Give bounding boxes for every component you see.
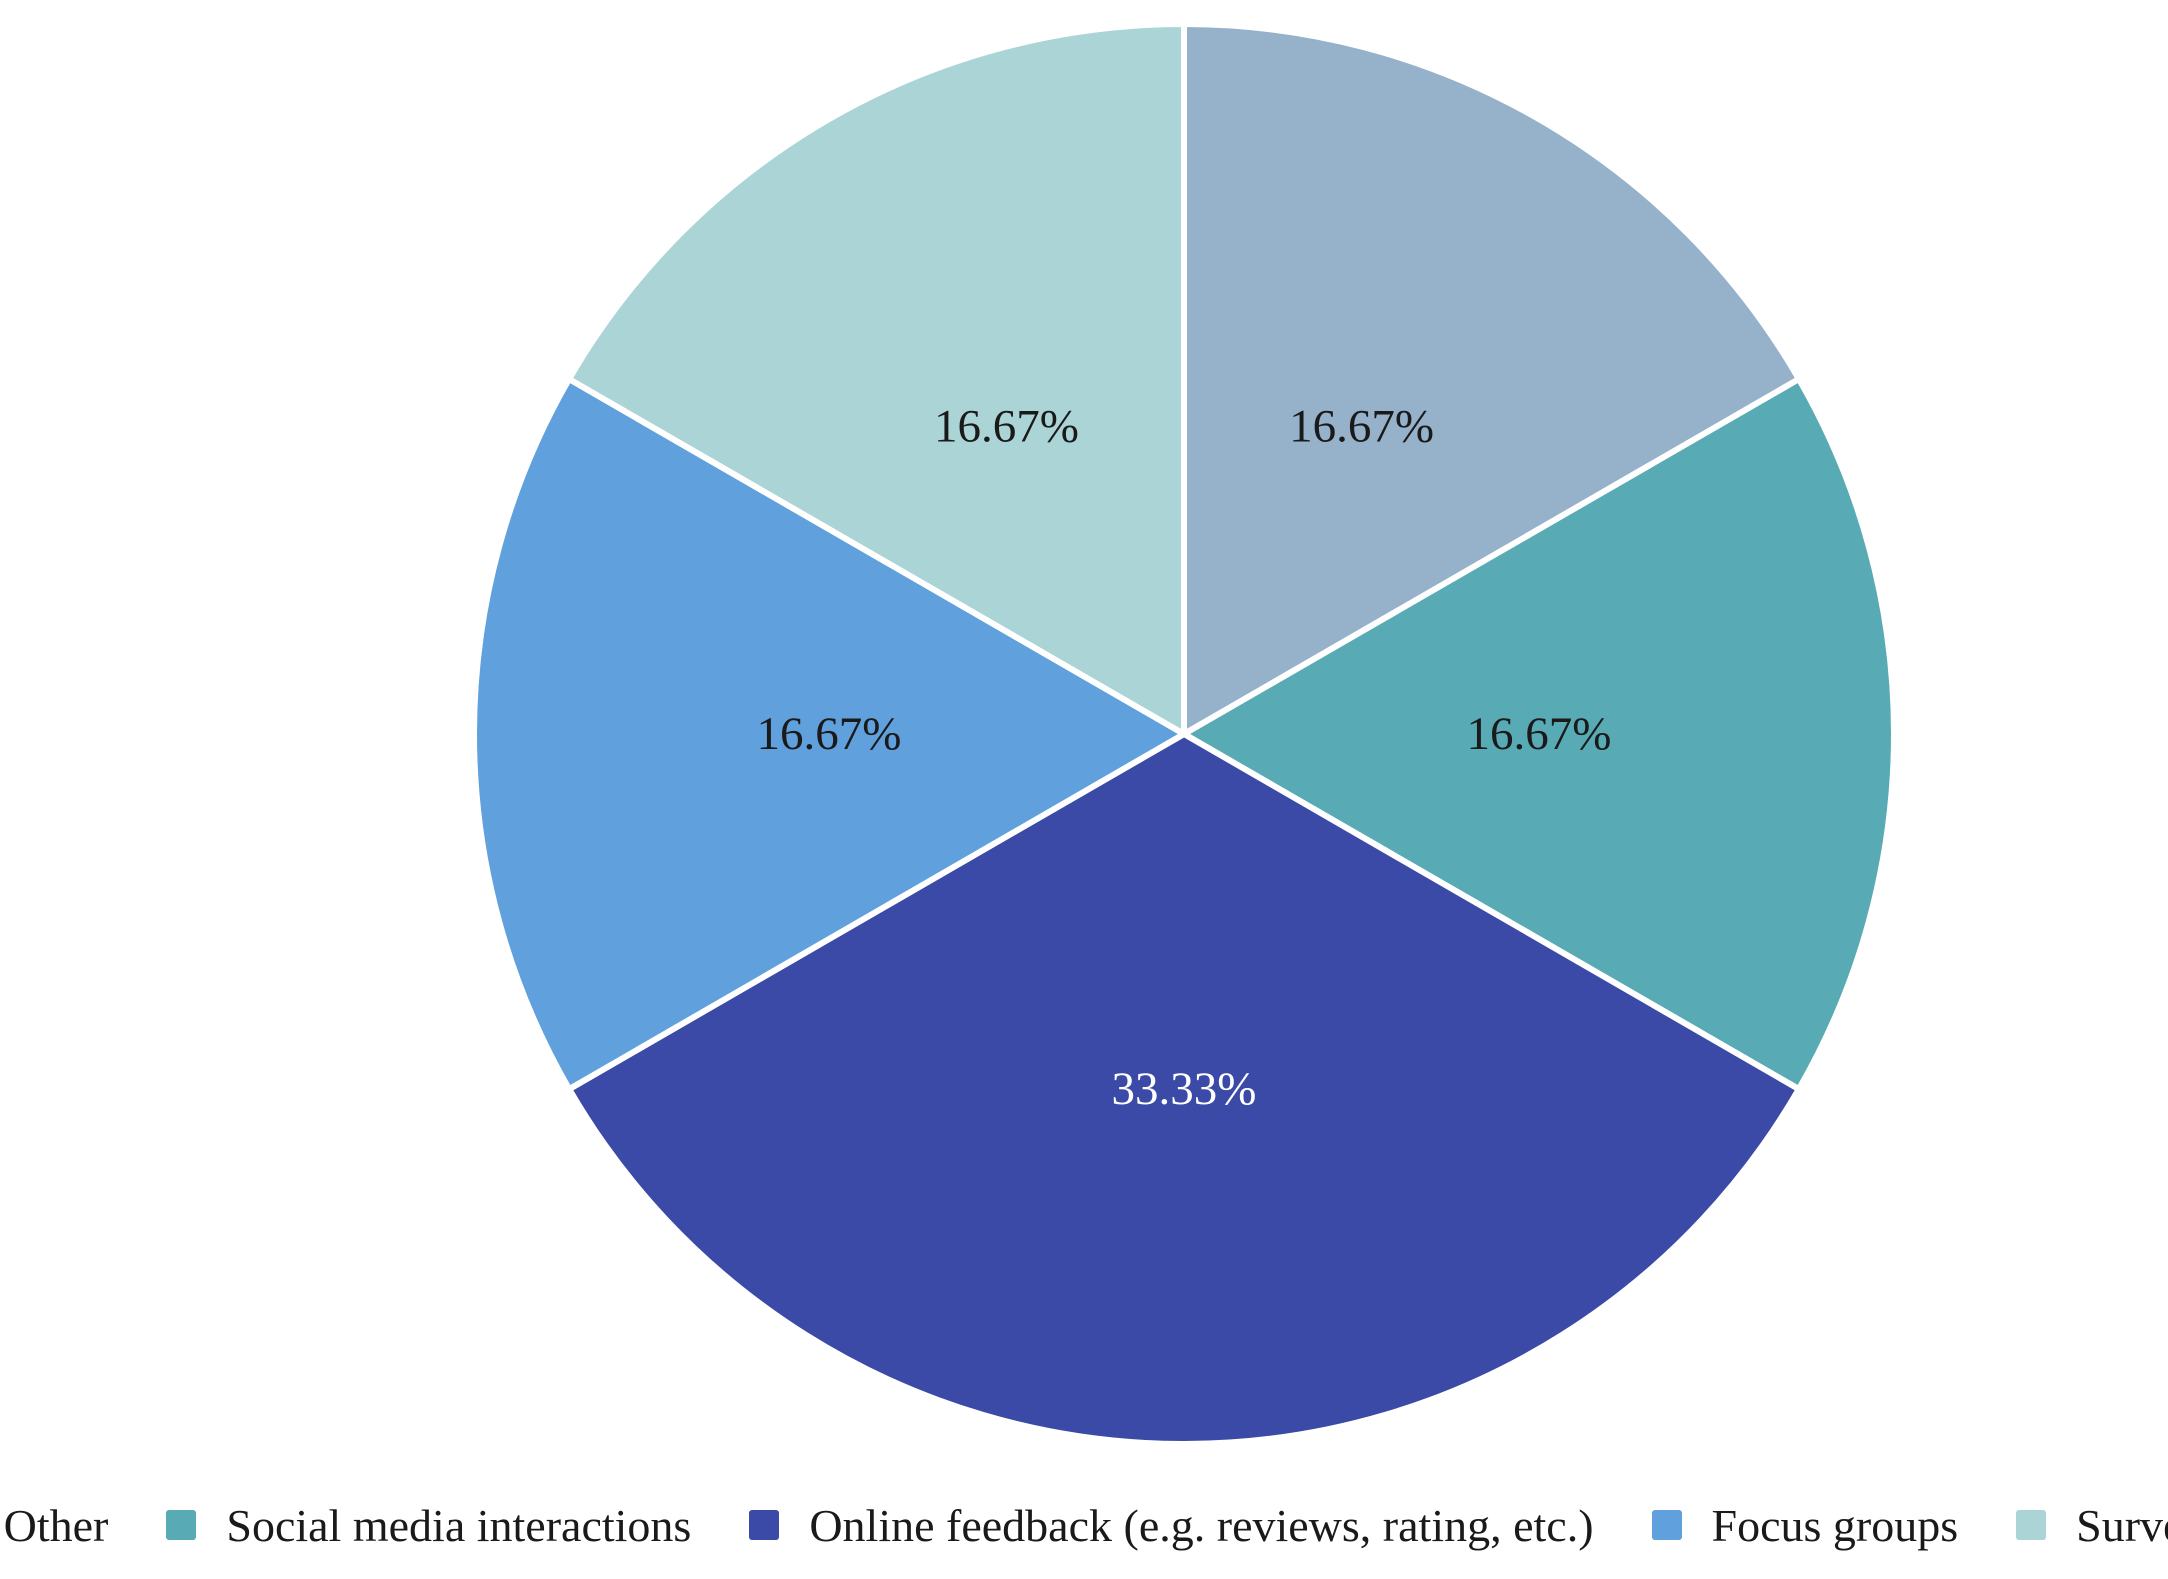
legend-item-focus-groups: Focus groups [1651,1499,1959,1552]
slice-value-label: 16.67% [934,401,1079,453]
slice-value-label: 16.67% [757,708,902,760]
legend-item-online-feedback-e-g-reviews-rating-etc: Online feedback (e.g. reviews, rating, e… [749,1499,1594,1552]
legend-item-other: Other [0,1499,109,1552]
legend-item-surveys: Surveys [2016,1499,2168,1552]
legend-swatch [166,1510,197,1540]
legend-item-social-media-interactions: Social media interactions [166,1499,691,1552]
legend: Other Social media interactions Online fee… [0,1490,2168,1560]
pie-slice-social-media-interactions [1181,376,1898,1093]
legend-swatch [749,1510,780,1540]
pie-slice-online-feedback-e-g-reviews-rating-etc [566,731,1802,1447]
legend-label: Online feedback (e.g. reviews, rating, e… [809,1499,1594,1551]
legend-label: Surveys [2076,1499,2168,1551]
pie-slice-surveys [566,21,1187,737]
legend-label: Focus groups [1711,1499,1959,1551]
legend-label: Social media interactions [226,1499,692,1551]
legend-swatch [1651,1510,1682,1540]
slice-value-label: 33.33% [1112,1063,1257,1115]
pie-slice-focus-groups [470,376,1187,1093]
slice-value-label: 16.67% [1467,708,1612,760]
pie-slice-other [1181,21,1802,737]
legend-swatch [2016,1510,2047,1540]
legend-label: Other [3,1499,109,1551]
slice-value-label: 16.67% [1289,401,1434,453]
